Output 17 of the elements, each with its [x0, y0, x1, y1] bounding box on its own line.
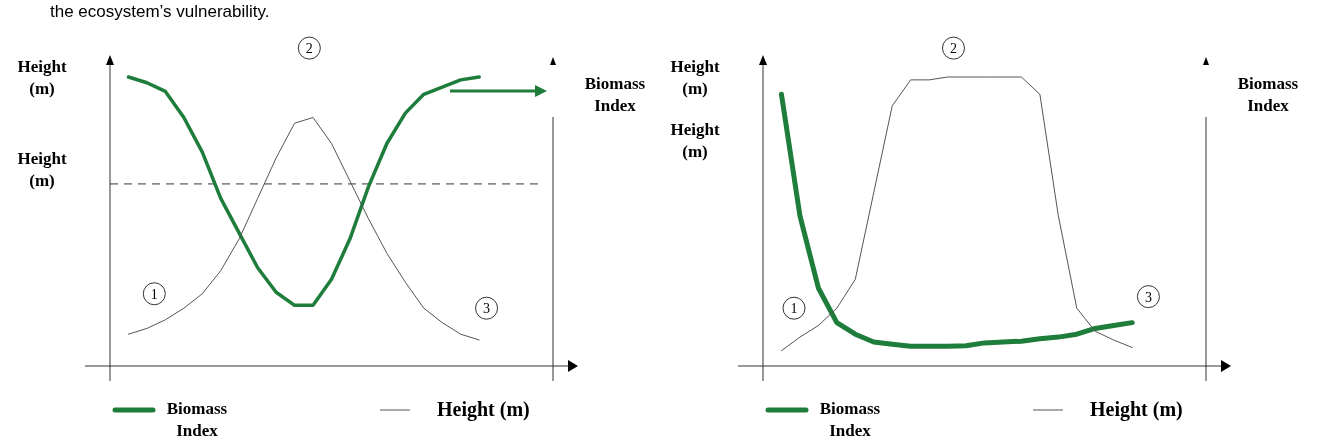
text: 2 [305, 41, 313, 57]
y2-axis-title: Biomass Index [584, 74, 646, 115]
text: Height (m) [670, 120, 720, 162]
ref-line-label: Height (m) [17, 148, 67, 190]
text: 2 [949, 41, 957, 57]
legend-label: Height (m) [1090, 398, 1183, 421]
y2-axis-title: Biomass Index [1237, 74, 1299, 115]
text: the ecosystem’s vulnerability. [50, 2, 270, 21]
annotation: 1 [790, 301, 798, 317]
y-axis-title: Height (m) [670, 57, 720, 98]
annotation: 1 [150, 286, 158, 302]
text: 3 [1144, 289, 1152, 305]
annotation: 3 [483, 301, 491, 317]
legend-label: Biomass Index [819, 399, 881, 440]
y-axis-title: Height (m) [17, 57, 67, 98]
legend-label: Biomass Index [166, 399, 228, 440]
legend-label: Height (m) [437, 398, 530, 421]
